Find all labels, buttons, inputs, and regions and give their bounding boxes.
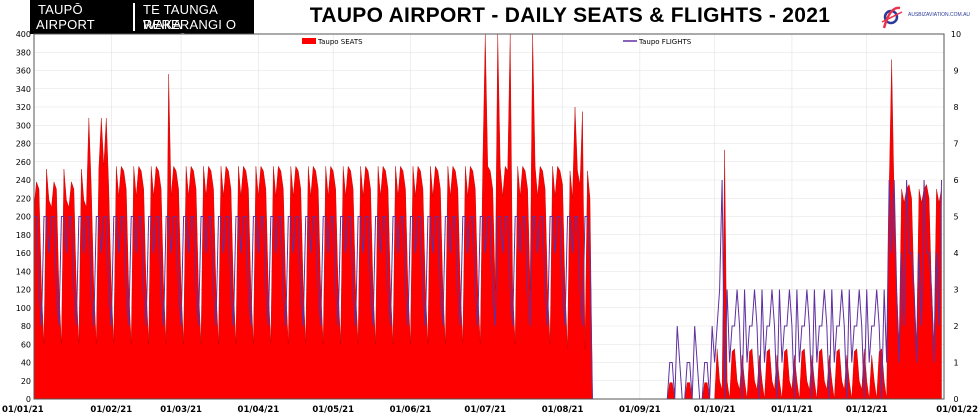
y-right-tick-label: 1 xyxy=(953,359,958,368)
legend-label-seats: Taupo SEATS xyxy=(317,38,363,46)
brand-text: AUSBIZAVIATION.COM.AU xyxy=(908,12,971,18)
y-right-tick-label: 9 xyxy=(953,67,958,76)
logo-line1-right: TE TAUNGA WAKA xyxy=(143,2,218,32)
y-left-tick-label: 160 xyxy=(16,249,31,258)
x-tick-label: 01/09/21 xyxy=(619,405,661,415)
logo-divider xyxy=(133,3,135,31)
y-left-tick-label: 360 xyxy=(16,67,31,76)
x-tick-label: 01/11/21 xyxy=(771,405,813,415)
y-right-tick-label: 2 xyxy=(953,322,958,331)
flights-line-series xyxy=(34,179,943,400)
x-axis: 01/01/21 01/02/21 01/03/21 01/04/21 01/05/21… xyxy=(2,405,978,415)
y-right-tick-label: 7 xyxy=(953,140,958,149)
y-right-tick-label: 0 xyxy=(953,395,958,404)
x-tick-label: 01/01/21 xyxy=(2,405,44,415)
x-tick-label: 01/02/21 xyxy=(90,405,132,415)
plot-frame xyxy=(33,33,945,400)
y-left-tick-label: 60 xyxy=(21,340,31,349)
y-right-tick-label: 5 xyxy=(953,213,958,222)
x-tick-label: 01/07/21 xyxy=(464,405,506,415)
logo-line1-left: TAUPŌ xyxy=(38,2,83,17)
y-right-tick-label: 6 xyxy=(953,176,958,185)
y-left-tick-label: 180 xyxy=(16,231,31,240)
x-tick-label: 01/12/21 xyxy=(846,405,888,415)
chart-title: TAUPO AIRPORT - DAILY SEATS & FLIGHTS - … xyxy=(309,4,831,27)
y-left-tick-label: 300 xyxy=(16,121,31,130)
y-left-tick-label: 280 xyxy=(16,140,31,149)
taupo-airport-logo: TAUPŌ AIRPORT TE TAUNGA WAKA RERERANGI O… xyxy=(30,0,254,47)
y-left-tick-label: 400 xyxy=(16,30,31,39)
y-left-tick-label: 20 xyxy=(21,377,31,386)
logo-line2-left: AIRPORT xyxy=(36,17,95,32)
y-left-tick-label: 40 xyxy=(21,359,31,368)
legend: Taupo SEATS Taupo FLIGHTS xyxy=(302,38,692,46)
legend-swatch-seats xyxy=(302,38,316,44)
y-left-tick-label: 200 xyxy=(16,213,31,222)
y-left-tick-label: 0 xyxy=(26,395,31,404)
x-tick-label: 01/06/21 xyxy=(390,405,432,415)
y-right-tick-label: 4 xyxy=(953,249,958,258)
y-left-tick-label: 320 xyxy=(16,103,31,112)
y-axis-left: 0 20 40 60 80 100 120 140 160 180 200 220 240 260 280 3… xyxy=(16,30,31,404)
y-left-tick-label: 120 xyxy=(16,286,31,295)
y-left-tick-label: 380 xyxy=(16,48,31,57)
flights-line-layer xyxy=(34,179,943,400)
x-tick-label: 01/08/21 xyxy=(542,405,584,415)
x-tick-label: 01/01/22 xyxy=(936,405,978,415)
x-tick-label: 01/04/21 xyxy=(238,405,280,415)
y-left-tick-label: 240 xyxy=(16,176,31,185)
y-left-tick-label: 260 xyxy=(16,158,31,167)
y-left-tick-label: 140 xyxy=(16,267,31,276)
y-left-tick-label: 80 xyxy=(21,322,31,331)
y-left-tick-label: 340 xyxy=(16,85,31,94)
y-right-tick-label: 8 xyxy=(953,103,958,112)
x-tick-label: 01/10/21 xyxy=(694,405,736,415)
ausbiz-aviation-logo-icon xyxy=(881,6,903,29)
legend-label-flights: Taupo FLIGHTS xyxy=(638,38,692,46)
y-right-tick-label: 3 xyxy=(953,286,958,295)
y-right-tick-label: 10 xyxy=(951,30,961,39)
y-left-tick-label: 220 xyxy=(16,194,31,203)
y-left-tick-label: 100 xyxy=(16,304,31,313)
logo-line2-right: RERERANGI O TAUPŌ xyxy=(143,17,237,47)
y-axis-right: 0 1 2 3 4 5 6 7 8 9 10 xyxy=(951,30,961,404)
x-tick-label: 01/05/21 xyxy=(312,405,354,415)
x-tick-label: 01/03/21 xyxy=(160,405,202,415)
